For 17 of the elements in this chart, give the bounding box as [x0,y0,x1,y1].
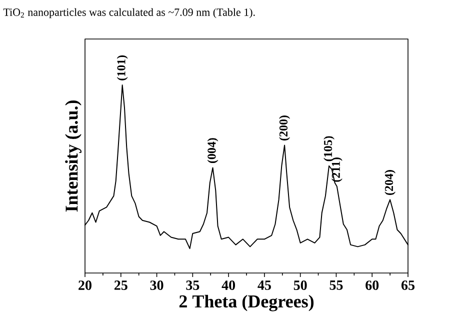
x-tick-label: 25 [114,280,128,290]
annotation: (004) [207,138,218,164]
x-tick-label: 50 [294,280,307,290]
x-axis-title: 2 Theta (Degrees) [179,294,314,312]
annotation: (200) [279,116,290,140]
x-tick-label: 30 [150,280,164,290]
text: TiO$_{2}$ nanoparticles was calculated as ~7.09 nm (Table 1). [3,8,255,18]
x-tick-label: 40 [222,280,236,290]
annotation: (101) [116,55,128,80]
x-tick-label: 55 [330,280,343,290]
x-tick-label: 20 [78,280,92,290]
x-tick-label: 65 [401,280,414,290]
x-tick-label: 60 [366,280,379,290]
annotation: (204) [384,170,396,195]
x-tick-label: 45 [258,280,271,290]
y-axis-title: Intensity (a.u.) [65,100,82,212]
x-tick-label: 35 [186,280,200,290]
